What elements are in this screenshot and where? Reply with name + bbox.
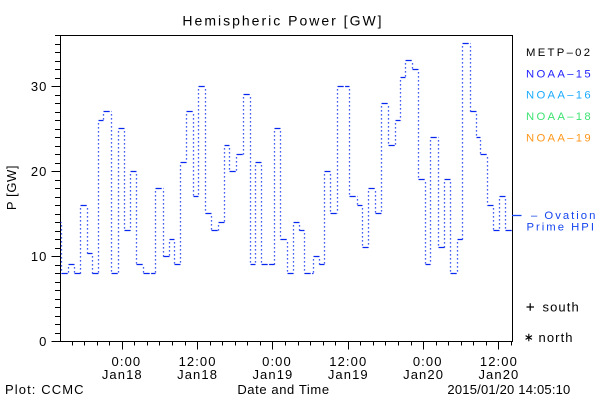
- svg-text:10: 10: [31, 249, 48, 264]
- svg-text:12:00: 12:00: [480, 354, 518, 369]
- svg-text:0:00: 0:00: [262, 354, 292, 369]
- svg-text:METP–02: METP–02: [526, 47, 592, 59]
- svg-text:20: 20: [31, 164, 48, 179]
- svg-text:0: 0: [39, 334, 47, 349]
- svg-text:NOAA–19: NOAA–19: [526, 133, 593, 145]
- svg-text:Jan18: Jan18: [102, 367, 143, 382]
- svg-text:Hemispheric Power [GW]: Hemispheric Power [GW]: [182, 13, 383, 29]
- svg-text:0:00: 0:00: [413, 354, 443, 369]
- svg-text:Jan19: Jan19: [252, 367, 293, 382]
- svg-text:Jan18: Jan18: [177, 367, 218, 382]
- svg-text:P [GW]: P [GW]: [4, 165, 19, 210]
- svg-text:12:00: 12:00: [329, 354, 367, 369]
- svg-text:north: north: [539, 330, 574, 345]
- svg-text:NOAA–18: NOAA–18: [526, 111, 593, 123]
- svg-text:30: 30: [31, 79, 48, 94]
- svg-text:Plot: CCMC: Plot: CCMC: [5, 382, 85, 397]
- svg-text:2015/01/20 14:05:10: 2015/01/20 14:05:10: [447, 382, 570, 397]
- svg-text:Jan20: Jan20: [403, 367, 444, 382]
- svg-text:NOAA–15: NOAA–15: [526, 69, 593, 81]
- svg-text:NOAA–16: NOAA–16: [526, 90, 593, 102]
- svg-text:0:00: 0:00: [112, 354, 142, 369]
- svg-text:12:00: 12:00: [179, 354, 217, 369]
- svg-text:Jan20: Jan20: [478, 367, 519, 382]
- svg-text:Prime HPI: Prime HPI: [527, 222, 596, 234]
- svg-text:Jan19: Jan19: [328, 367, 369, 382]
- svg-text:Date and Time: Date and Time: [237, 382, 329, 397]
- svg-text:south: south: [543, 300, 580, 315]
- svg-text:– Ovation: – Ovation: [531, 210, 597, 222]
